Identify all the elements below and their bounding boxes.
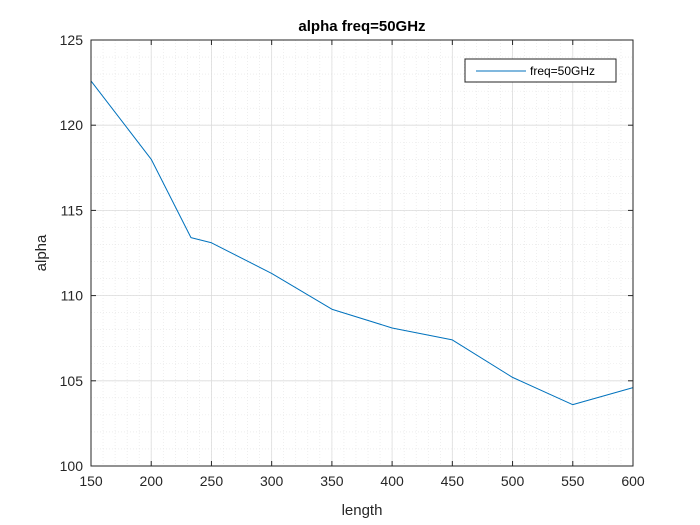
axis-ticks: [90, 39, 634, 467]
y-tick-label: 125: [60, 32, 84, 48]
y-tick-label: 120: [60, 117, 84, 133]
x-tick-label: 600: [621, 473, 645, 489]
x-tick-label: 500: [501, 473, 525, 489]
x-tick-labels: 150 200 250 300 350 400 450 500 550 600: [79, 473, 645, 489]
y-axis-label: alpha: [33, 234, 50, 271]
legend: freq=50GHz: [464, 58, 617, 83]
x-tick-label: 300: [260, 473, 284, 489]
y-tick-label: 100: [60, 458, 84, 474]
y-tick-labels: 100 105 110 115 120 125: [60, 32, 84, 474]
plot-background: [91, 40, 633, 466]
series-layer: [90, 80, 634, 406]
series-line: [90, 80, 634, 406]
x-tick-label: 400: [380, 473, 404, 489]
x-tick-label: 250: [200, 473, 224, 489]
legend-label: freq=50GHz: [530, 64, 595, 78]
y-tick-label: 115: [61, 202, 84, 218]
legend-box: [464, 58, 617, 83]
y-tick-label: 110: [61, 288, 84, 304]
x-tick-label: 450: [441, 473, 465, 489]
x-tick-label: 350: [320, 473, 344, 489]
x-tick-label: 150: [79, 473, 103, 489]
x-axis-label: length: [342, 502, 383, 519]
y-tick-label: 105: [60, 373, 84, 389]
plot-frame: [90, 39, 634, 467]
x-tick-label: 550: [561, 473, 585, 489]
chart-title: alpha freq=50GHz: [298, 18, 425, 35]
x-tick-label: 200: [140, 473, 164, 489]
